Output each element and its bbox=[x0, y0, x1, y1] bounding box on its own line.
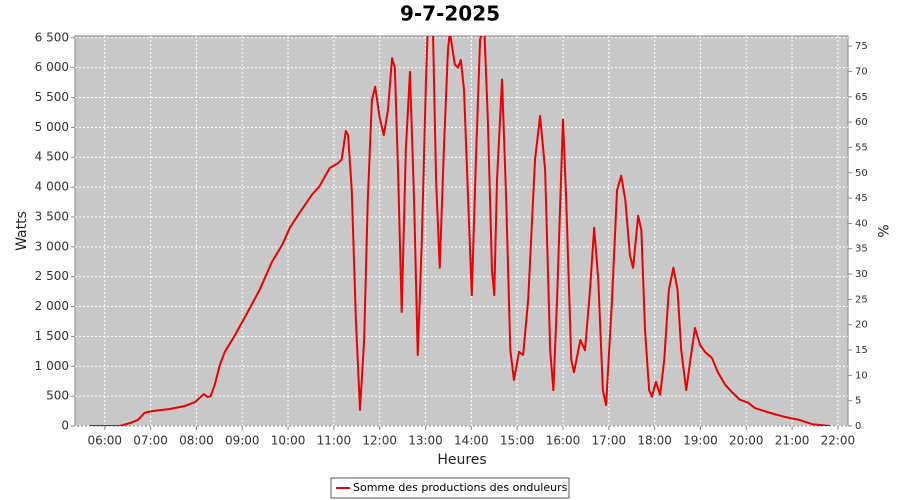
plot-area bbox=[74, 35, 849, 427]
x-tick-label: 15:00 bbox=[500, 434, 535, 448]
series-line bbox=[89, 36, 831, 426]
x-tick-label: 06:00 bbox=[87, 434, 122, 448]
x-tick-label: 10:00 bbox=[271, 434, 306, 448]
y2-tick-label: 40 bbox=[855, 218, 868, 229]
y2-tick-label: 15 bbox=[855, 345, 868, 356]
y-tick-label: 6 000 bbox=[35, 60, 69, 74]
x-tick-label: 17:00 bbox=[592, 434, 627, 448]
x-tick-label: 09:00 bbox=[225, 434, 260, 448]
y2-tick-label: 55 bbox=[855, 142, 868, 153]
x-tick-label: 18:00 bbox=[637, 434, 672, 448]
x-tick-label: 19:00 bbox=[683, 434, 718, 448]
y2-tick-label: 35 bbox=[855, 244, 868, 255]
legend bbox=[330, 477, 570, 499]
x-tick-label: 14:00 bbox=[454, 434, 489, 448]
y-tick-label: 1 500 bbox=[35, 329, 69, 343]
y2-tick-label: 20 bbox=[855, 320, 868, 331]
x-tick-label: 16:00 bbox=[546, 434, 581, 448]
y2-tick-label: 60 bbox=[855, 117, 868, 128]
y2-tick-label: 10 bbox=[855, 370, 868, 381]
y-tick-label: 1 000 bbox=[35, 359, 69, 373]
y2-tick-label: 65 bbox=[855, 92, 868, 103]
y-tick-label: 500 bbox=[46, 389, 69, 403]
y-tick-label: 2 500 bbox=[35, 269, 69, 283]
y2-tick-label: 30 bbox=[855, 269, 868, 280]
x-tick-label: 07:00 bbox=[133, 434, 168, 448]
x-tick-label: 20:00 bbox=[729, 434, 764, 448]
y2-tick-label: 0 bbox=[855, 421, 861, 432]
y-tick-label: 3 500 bbox=[35, 209, 69, 223]
y-tick-label: 0 bbox=[61, 419, 69, 433]
legend-label: Somme des productions des onduleurs bbox=[353, 481, 568, 494]
x-tick-label: 08:00 bbox=[179, 434, 214, 448]
x-tick-label: 11:00 bbox=[317, 434, 352, 448]
y2-axis-label: % bbox=[874, 224, 890, 237]
y2-tick-label: 25 bbox=[855, 294, 868, 305]
y-axis-label: Watts bbox=[14, 211, 30, 251]
chart-title: 9-7-2025 bbox=[400, 2, 500, 26]
grid bbox=[75, 36, 848, 427]
y-tick-label: 4 500 bbox=[35, 150, 69, 164]
x-tick-label: 12:00 bbox=[362, 434, 397, 448]
x-tick-label: 22:00 bbox=[821, 434, 856, 448]
x-tick-label: 13:00 bbox=[408, 434, 443, 448]
y2-tick-label: 75 bbox=[855, 41, 868, 52]
x-tick-label: 21:00 bbox=[775, 434, 810, 448]
y-tick-label: 5 500 bbox=[35, 90, 69, 104]
y2-tick-label: 50 bbox=[855, 168, 868, 179]
y-tick-label: 4 000 bbox=[35, 180, 69, 194]
y2-tick-label: 45 bbox=[855, 193, 868, 204]
y-tick-label: 2 000 bbox=[35, 299, 69, 313]
lines bbox=[89, 36, 831, 426]
y2-tick-label: 70 bbox=[855, 66, 868, 77]
y2-tick-label: 5 bbox=[855, 396, 861, 407]
y-tick-label: 5 000 bbox=[35, 120, 69, 134]
y-tick-label: 3 000 bbox=[35, 239, 69, 253]
x-axis-label: Heures bbox=[437, 452, 486, 468]
y-tick-label: 6 500 bbox=[35, 30, 69, 44]
